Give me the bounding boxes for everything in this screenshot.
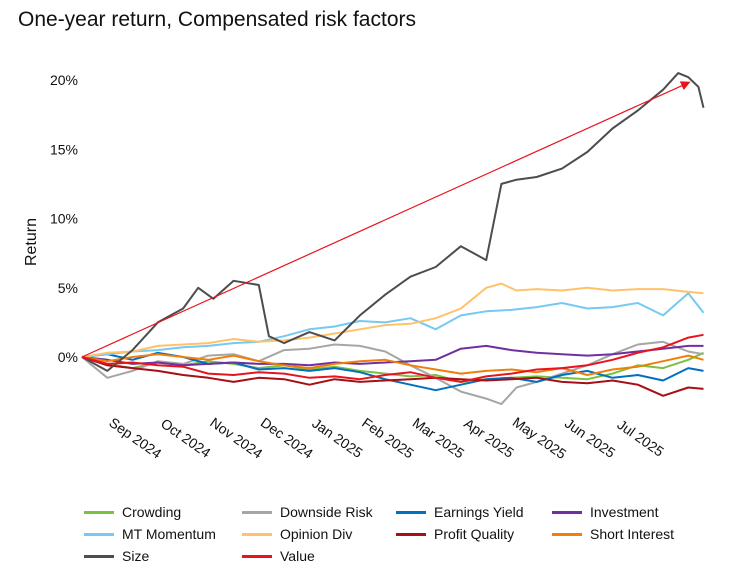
legend-label: Value [280,548,315,564]
series-line-earnings-yield [81,351,704,392]
y-tick-label: 20% [50,72,78,88]
legend-swatch [396,510,426,514]
legend-swatch [84,554,114,558]
legend-item: MT Momentum [84,526,216,542]
x-tick-label: Feb 2025 [359,414,417,461]
x-tick-label: Apr 2025 [461,415,517,461]
legend-item: Profit Quality [396,526,514,542]
legend-item: Opinion Div [242,526,352,542]
legend-swatch [84,532,114,536]
x-tick-label: Oct 2024 [158,415,214,461]
y-tick-label: 0% [58,349,78,365]
x-tick-label: May 2025 [510,414,570,462]
series-line-mt-momentum [81,292,705,358]
legend-label: Downside Risk [280,504,373,520]
legend-item: Size [84,548,149,564]
x-tick-label: Jun 2025 [562,415,619,461]
x-tick-label: Jan 2025 [309,415,366,461]
legend-label: MT Momentum [122,526,216,542]
legend-swatch [552,532,582,536]
y-axis-label: Return [23,218,40,266]
legend-item: Value [242,548,315,564]
legend-item: Downside Risk [242,504,373,520]
x-tick-label: Jul 2025 [614,416,667,460]
legend-item: Short Interest [552,526,674,542]
legend-swatch [84,510,114,514]
series-line-short-interest [81,353,704,376]
legend-label: Earnings Yield [434,504,524,520]
legend-item: Crowding [84,504,181,520]
series-line-value [81,333,704,383]
legend-item: Investment [552,504,658,520]
y-tick-label: 10% [50,211,78,227]
legend-item: Earnings Yield [396,504,524,520]
x-tick-label: Sep 2024 [106,414,164,462]
legend-label: Short Interest [590,526,675,542]
x-tick-label: Mar 2025 [410,414,468,461]
legend-label: Crowding [122,504,182,520]
series-line-size [81,72,705,372]
y-tick-label: 15% [50,141,78,157]
legend-label: Profit Quality [434,526,515,542]
trend-arrow [81,81,691,358]
x-tick-label: Dec 2024 [258,414,316,462]
legend-swatch [552,510,582,514]
legend-label: Opinion Div [280,526,353,542]
series-line-profit-quality [81,356,704,397]
legend-swatch [396,532,426,536]
y-tick-label: 5% [58,280,78,296]
legend-label: Size [122,548,150,564]
legend-swatch [242,554,272,558]
chart-title: One-year return, Compensated risk factor… [18,8,416,31]
legend-label: Investment [590,504,659,520]
x-tick-label: Nov 2024 [207,414,265,462]
series-line-opinion-div [81,282,704,358]
legend-swatch [242,532,272,536]
legend-swatch [242,510,272,514]
